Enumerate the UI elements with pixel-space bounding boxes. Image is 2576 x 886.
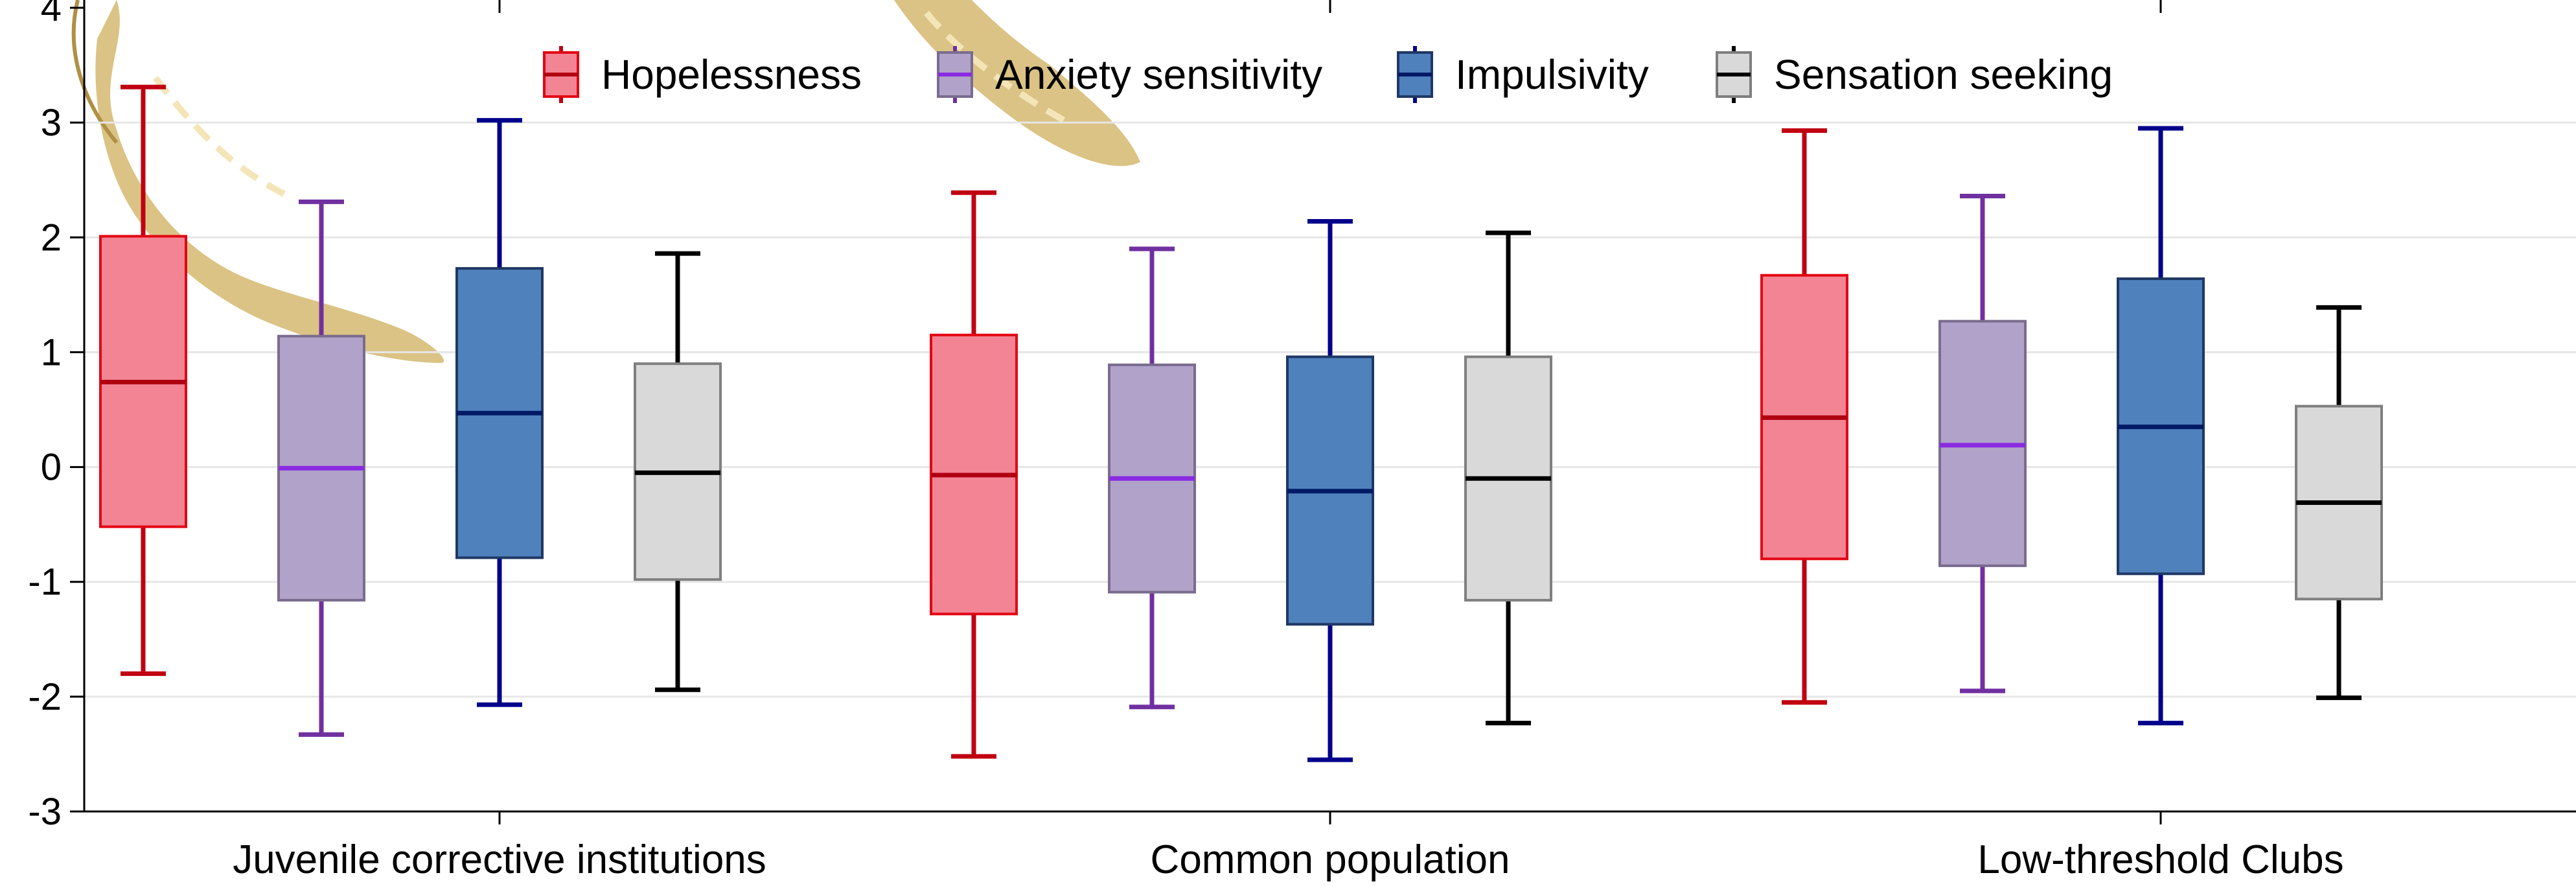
x-category-label-1: Common population <box>1151 837 1510 882</box>
y-axis-ticks: -3 -2 -1 0 1 2 3 4 <box>28 0 84 833</box>
legend-item-hopelessness: Hopelessness <box>543 46 862 103</box>
legend-item-sensation-seeking: Sensation seeking <box>1716 46 2113 103</box>
x-axis-category-labels: Juvenile corrective institutions Common p… <box>233 837 2343 882</box>
box-sensation-seeking-0 <box>634 251 722 692</box>
legend-label: Hopelessness <box>601 51 862 98</box>
legend-item-impulsivity: Impulsivity <box>1397 46 1649 103</box>
axes <box>83 0 2576 824</box>
y-tick-label--1: -1 <box>28 561 62 603</box>
y-tick-label-3: 3 <box>41 102 62 144</box>
y-tick-label-1: 1 <box>41 331 62 373</box>
box-anxiety-sensitivity-0 <box>277 199 365 737</box>
legend-item-anxiety-sensitivity: Anxiety sensitivity <box>937 46 1322 103</box>
box-impulsivity-1 <box>1286 218 1374 762</box>
y-tick-label--3: -3 <box>28 791 62 833</box>
background-sneaker-illustration <box>71 0 1140 363</box>
legend-label: Impulsivity <box>1455 51 1649 98</box>
box-anxiety-sensitivity-2 <box>1938 194 2027 694</box>
x-category-label-0: Juvenile corrective institutions <box>233 837 766 882</box>
box-anxiety-sensitivity-1 <box>1108 246 1196 710</box>
box-sensation-seeking-1 <box>1464 230 1552 726</box>
box-hopelessness-2 <box>1760 128 1848 705</box>
legend-label: Sensation seeking <box>1774 51 2113 98</box>
y-tick-label-0: 0 <box>41 447 62 489</box>
y-tick-label-4: 4 <box>41 0 62 29</box>
box-sensation-seeking-2 <box>2295 305 2383 701</box>
legend-label: Anxiety sensitivity <box>995 51 1322 98</box>
y-tick-label-2: 2 <box>41 216 62 259</box>
box-impulsivity-2 <box>2117 126 2205 726</box>
y-tick-label--2: -2 <box>28 676 62 718</box>
box-hopelessness-1 <box>930 190 1018 759</box>
box-hopelessness-0 <box>99 84 187 676</box>
box-impulsivity-0 <box>455 118 544 707</box>
box-series <box>99 84 2383 762</box>
legend: Hopelessness Anxiety sensitivity Impulsivi… <box>543 46 2113 103</box>
x-category-label-2: Low-threshold Clubs <box>1977 837 2343 882</box>
